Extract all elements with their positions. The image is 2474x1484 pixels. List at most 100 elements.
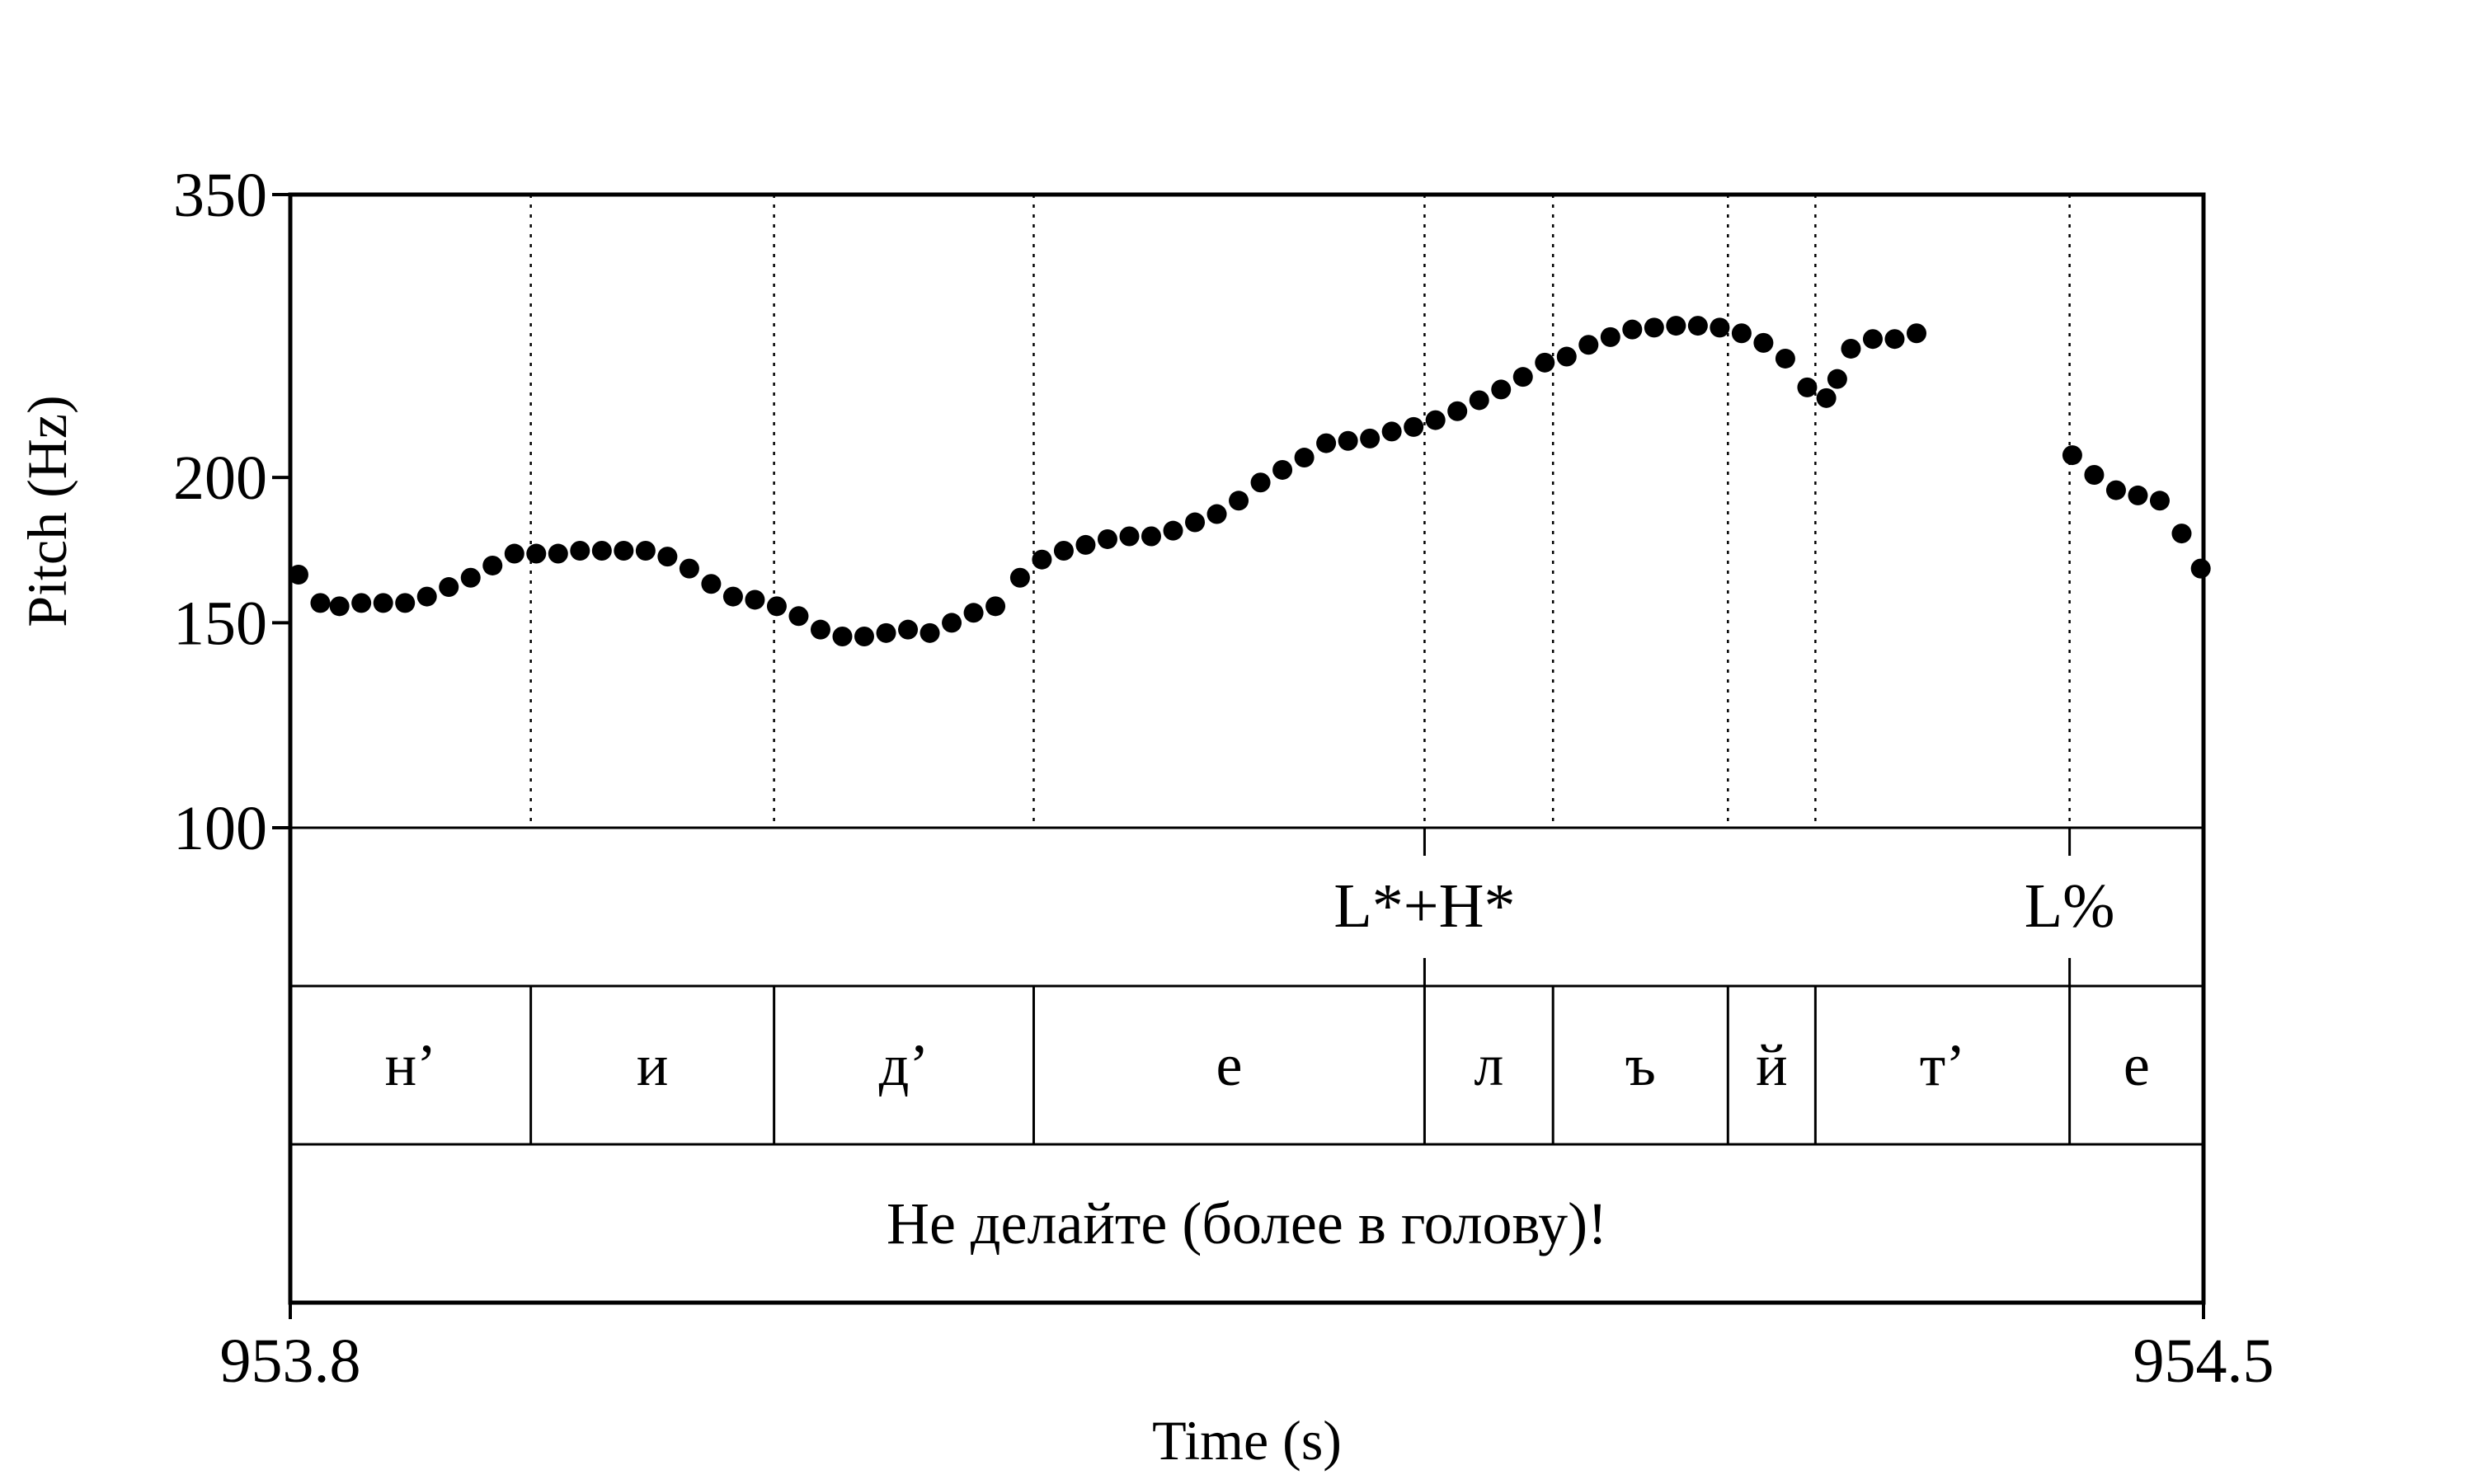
pitch-point <box>1884 329 1905 350</box>
pitch-point <box>1009 567 1030 588</box>
x-tick-label: 954.5 <box>2133 1327 2274 1396</box>
segment-label: ъ <box>1625 1032 1656 1098</box>
pitch-point <box>2149 491 2170 511</box>
pitch-point <box>1827 369 1847 389</box>
pitch-point <box>745 589 765 610</box>
pitch-point <box>1578 335 1599 355</box>
pitch-point <box>2171 524 2192 544</box>
pitch-point <box>1381 421 1402 442</box>
plot-frame <box>288 192 2206 1305</box>
pitch-point <box>898 619 919 640</box>
pitch-point <box>1731 323 1752 344</box>
tone-label: L*+H* <box>1333 871 1515 941</box>
pitch-point <box>942 613 962 633</box>
x-tick-label: 953.8 <box>220 1327 361 1396</box>
y-tick-label: 100 <box>173 794 267 863</box>
pitch-point <box>1491 379 1512 400</box>
pitch-point <box>1666 316 1686 336</box>
pitch-point <box>1710 317 1730 338</box>
pitch-point <box>788 606 809 627</box>
pitch-point <box>679 558 699 579</box>
pitch-point <box>416 586 437 607</box>
pitch-point <box>460 567 481 588</box>
x-axis-label: Time (s) <box>1152 1409 1342 1472</box>
pitch-point <box>635 540 656 561</box>
pitch-point <box>1404 416 1424 437</box>
pitch-point <box>1841 338 1861 359</box>
pitch-point <box>351 593 372 613</box>
pitch-point <box>2190 558 2211 579</box>
pitch-point <box>1032 549 1052 570</box>
pitch-point <box>395 593 416 613</box>
pitch-point <box>1644 317 1664 338</box>
pitch-point <box>1469 390 1489 411</box>
pitch-point <box>1272 459 1293 480</box>
pitch-point <box>766 596 787 617</box>
y-axis: 100 150 200 350 <box>173 161 290 863</box>
pitch-point <box>1600 326 1620 347</box>
y-axis-label: Pitch (Hz) <box>16 395 78 627</box>
segment-label: и <box>637 1032 669 1098</box>
pitch-point <box>1119 526 1140 547</box>
pitch-point <box>1229 491 1249 511</box>
pitch-point <box>548 543 568 564</box>
pitch-point <box>722 586 743 607</box>
pitch-point <box>504 543 524 564</box>
pitch-point <box>1250 472 1271 493</box>
pitch-point <box>288 565 308 585</box>
annotation-tiers: L*+H* L% н’ и д’ е л ъ й т’ е Не делайте (более в г… <box>290 826 2204 1256</box>
pitch-point <box>854 627 874 647</box>
segment-label: л <box>1474 1032 1503 1098</box>
pitch-point <box>1907 323 1926 344</box>
pitch-point <box>1447 401 1468 421</box>
y-tick-label: 150 <box>173 589 267 658</box>
pitch-point <box>1185 512 1206 533</box>
segment-label: й <box>1756 1032 1788 1098</box>
pitch-point <box>1816 387 1837 408</box>
pitch-point <box>1075 534 1096 555</box>
pitch-point <box>1797 377 1818 397</box>
pitch-point <box>439 577 459 598</box>
pitch-point <box>701 574 722 594</box>
pitch-point <box>1556 346 1577 367</box>
segment-label: д’ <box>879 1032 929 1098</box>
pitch-points <box>288 316 2211 647</box>
segment-label: н’ <box>385 1032 437 1098</box>
pitch-point <box>810 619 830 640</box>
pitch-point <box>1775 348 1795 369</box>
segment-label: е <box>2124 1032 2150 1098</box>
pitch-point <box>591 540 612 561</box>
y-tick-label: 350 <box>173 161 267 230</box>
pitch-point <box>329 596 350 617</box>
pitch-point <box>963 603 984 623</box>
pitch-point <box>1206 504 1227 524</box>
pitch-point <box>1141 526 1161 547</box>
pitch-point <box>876 622 896 643</box>
pitch-point <box>526 543 547 564</box>
pitch-point <box>482 555 503 575</box>
pitch-point <box>1535 352 1555 373</box>
pitch-point <box>920 622 940 643</box>
pitch-point <box>985 596 1006 617</box>
pitch-point <box>373 593 393 613</box>
segment-boundaries <box>529 195 2071 828</box>
pitch-point <box>1294 448 1315 468</box>
pitch-point <box>1862 329 1883 350</box>
pitch-point <box>1163 520 1183 541</box>
pitch-point <box>2128 485 2148 505</box>
sentence-label: Не делайте (более в голову)! <box>887 1190 1607 1256</box>
pitch-point <box>657 547 678 567</box>
pitch-point <box>614 540 634 561</box>
pitch-point <box>310 593 331 613</box>
pitch-point <box>1360 428 1380 448</box>
pitch-point <box>832 627 853 647</box>
pitch-point <box>1753 332 1774 353</box>
tone-label: L% <box>2025 871 2115 941</box>
pitch-point <box>1316 433 1337 453</box>
pitch-point <box>1097 528 1117 549</box>
y-tick-label: 200 <box>173 444 267 513</box>
pitch-point <box>2084 465 2105 486</box>
pitch-point <box>2105 480 2126 500</box>
pitch-point <box>1512 367 1533 387</box>
